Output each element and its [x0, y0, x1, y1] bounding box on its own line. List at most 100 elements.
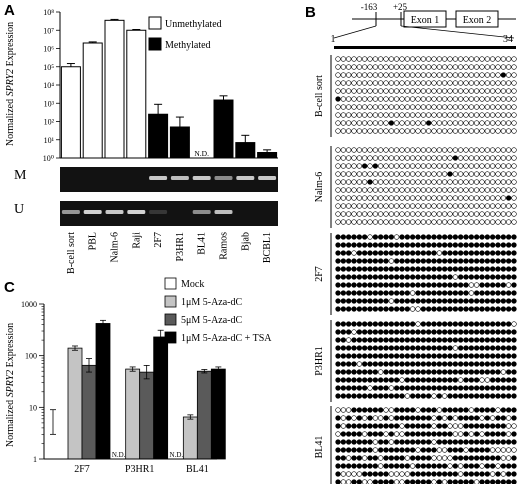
cpg-unmethylated: [484, 211, 490, 217]
cpg-methylated: [484, 423, 490, 429]
cpg-unmethylated: [388, 128, 394, 134]
cpg-unmethylated: [351, 96, 357, 102]
cpg-unmethylated: [351, 171, 357, 177]
cpg-methylated: [383, 455, 389, 461]
cpg-methylated: [458, 479, 464, 484]
cpg-methylated: [442, 407, 448, 413]
cpg-unmethylated: [388, 88, 394, 94]
cpg-unmethylated: [490, 179, 496, 185]
cpg-methylated: [495, 369, 501, 375]
cpg-methylated: [335, 282, 341, 288]
cpg-methylated: [426, 282, 432, 288]
cpg-methylated: [468, 479, 474, 484]
cpg-unmethylated: [506, 128, 512, 134]
cpg-methylated: [495, 258, 501, 264]
cpg-unmethylated: [415, 187, 421, 193]
cpg-unmethylated: [362, 171, 368, 177]
cpg-methylated: [458, 290, 464, 296]
cpg-methylated: [378, 266, 384, 272]
cpg-unmethylated: [383, 104, 389, 110]
cpg-methylated: [346, 353, 352, 359]
cpg-unmethylated: [442, 393, 448, 399]
cpg-unmethylated: [447, 72, 453, 78]
cpg-unmethylated: [420, 56, 426, 62]
cpg-methylated: [500, 337, 506, 343]
cpg-unmethylated: [431, 88, 437, 94]
bar-bl41-1-m-5-aza-dc-tsa: [210, 368, 226, 460]
cpg-unmethylated: [468, 211, 474, 217]
cpg-methylated: [511, 385, 517, 391]
cpg-methylated: [463, 479, 469, 484]
cpg-unmethylated: [452, 415, 458, 421]
cpg-unmethylated: [383, 407, 389, 413]
cpg-unmethylated: [420, 120, 426, 126]
cpg-unmethylated: [447, 64, 453, 70]
cpg-methylated: [356, 415, 362, 421]
cpg-methylated: [506, 345, 512, 351]
gel-bands: [61, 176, 277, 214]
cpg-unmethylated: [346, 219, 352, 225]
gel-band: [105, 210, 124, 214]
cpg-unmethylated: [399, 471, 405, 477]
cpg-unmethylated: [458, 471, 464, 477]
cpg-methylated: [468, 447, 474, 453]
cpg-methylated: [410, 258, 416, 264]
cpg-unmethylated: [383, 88, 389, 94]
cpg-unmethylated: [500, 471, 506, 477]
cpg-unmethylated: [420, 203, 426, 209]
cpg-unmethylated: [436, 171, 442, 177]
cpg-methylated: [479, 329, 485, 335]
cpg-methylated: [452, 298, 458, 304]
cpg-methylated: [431, 290, 437, 296]
cpg-methylated: [351, 282, 357, 288]
cpg-unmethylated: [474, 64, 480, 70]
cpg-unmethylated: [410, 155, 416, 161]
cpg-methylated: [394, 407, 400, 413]
cpg-unmethylated: [404, 195, 410, 201]
cpg-methylated: [484, 393, 490, 399]
cpg-methylated: [452, 290, 458, 296]
cpg-methylated: [388, 282, 394, 288]
cpg-unmethylated: [511, 104, 517, 110]
cpg-unmethylated: [447, 163, 453, 169]
cpg-methylated: [367, 439, 373, 445]
cpg-methylated: [452, 242, 458, 248]
cpg-unmethylated: [372, 203, 378, 209]
panel-a-legend: Unmethylated Methylated: [148, 16, 222, 51]
cpg-methylated: [346, 431, 352, 437]
cpg-unmethylated: [404, 104, 410, 110]
cpg-methylated: [511, 439, 517, 445]
cpg-methylated: [495, 282, 501, 288]
cpg-methylated: [506, 298, 512, 304]
cpg-unmethylated: [431, 415, 437, 421]
cpg-unmethylated: [378, 147, 384, 153]
cpg-methylated: [362, 290, 368, 296]
cpg-unmethylated: [484, 80, 490, 86]
cpg-methylated: [367, 353, 373, 359]
cpg-methylated: [340, 266, 346, 272]
cpg-unmethylated: [447, 219, 453, 225]
sample-group-2f7: 2F7: [314, 233, 517, 315]
cpg-methylated: [468, 306, 474, 312]
cpg-methylated: [335, 329, 341, 335]
cpg-unmethylated: [511, 96, 517, 102]
cpg-methylated: [495, 479, 501, 484]
cpg-unmethylated: [340, 195, 346, 201]
cpg-unmethylated: [495, 187, 501, 193]
cpg-unmethylated: [410, 463, 416, 469]
cpg-unmethylated: [388, 80, 394, 86]
cpg-unmethylated: [426, 96, 432, 102]
cpg-methylated: [511, 369, 517, 375]
bar-bl41-5-m-5-aza-dc: [196, 370, 212, 460]
cpg-unmethylated: [394, 234, 400, 240]
cpg-methylated: [388, 393, 394, 399]
cpg-unmethylated: [436, 96, 442, 102]
cpg-unmethylated: [452, 96, 458, 102]
panel-b-diagram: -163 +25 Exon 1 Exon 2 1 34 B-cell sortN…: [314, 2, 517, 484]
cpg-methylated: [447, 250, 453, 256]
cpg-unmethylated: [431, 479, 437, 484]
cpg-unmethylated: [378, 128, 384, 134]
cpg-methylated: [484, 431, 490, 437]
cpg-unmethylated: [399, 219, 405, 225]
cpg-methylated: [495, 431, 501, 437]
